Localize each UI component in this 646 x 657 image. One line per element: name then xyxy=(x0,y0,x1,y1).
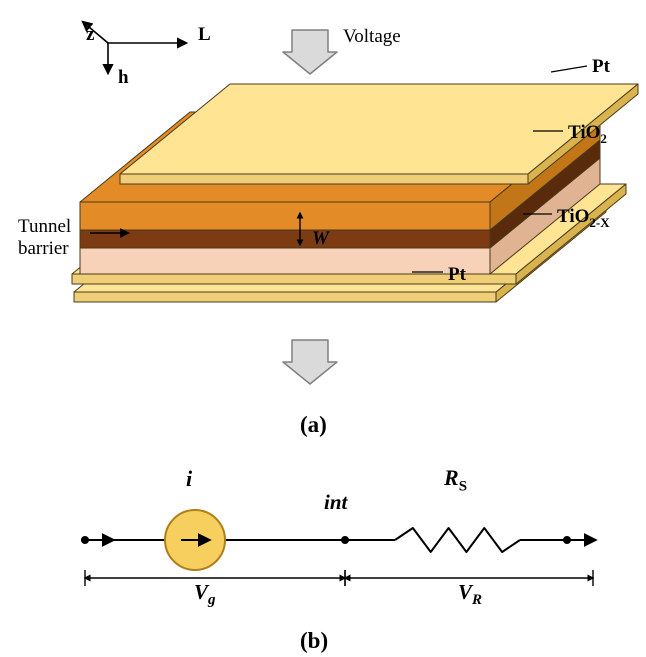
label-W: W xyxy=(312,228,329,250)
label-pt-bottom: Pt xyxy=(448,264,466,286)
label-VR: VR xyxy=(458,580,482,609)
label-tunnel-1: Tunnel xyxy=(18,216,71,238)
label-tio2: TiO2 xyxy=(568,122,607,147)
label-Vg: Vg xyxy=(194,580,216,609)
label-i: i xyxy=(186,466,192,492)
label-pt-top: Pt xyxy=(592,56,610,78)
caption-a: (a) xyxy=(300,412,327,438)
axis-L: L xyxy=(198,24,211,46)
label-Rs: RS xyxy=(444,465,467,495)
label-tunnel-2: barrier xyxy=(18,238,69,260)
label-int: int xyxy=(324,490,347,515)
label-voltage: Voltage xyxy=(343,26,401,48)
axis-h: h xyxy=(118,67,129,89)
label-tio2x: TiO2-X xyxy=(557,206,610,231)
axis-z: z xyxy=(86,24,94,46)
caption-b: (b) xyxy=(300,628,328,654)
